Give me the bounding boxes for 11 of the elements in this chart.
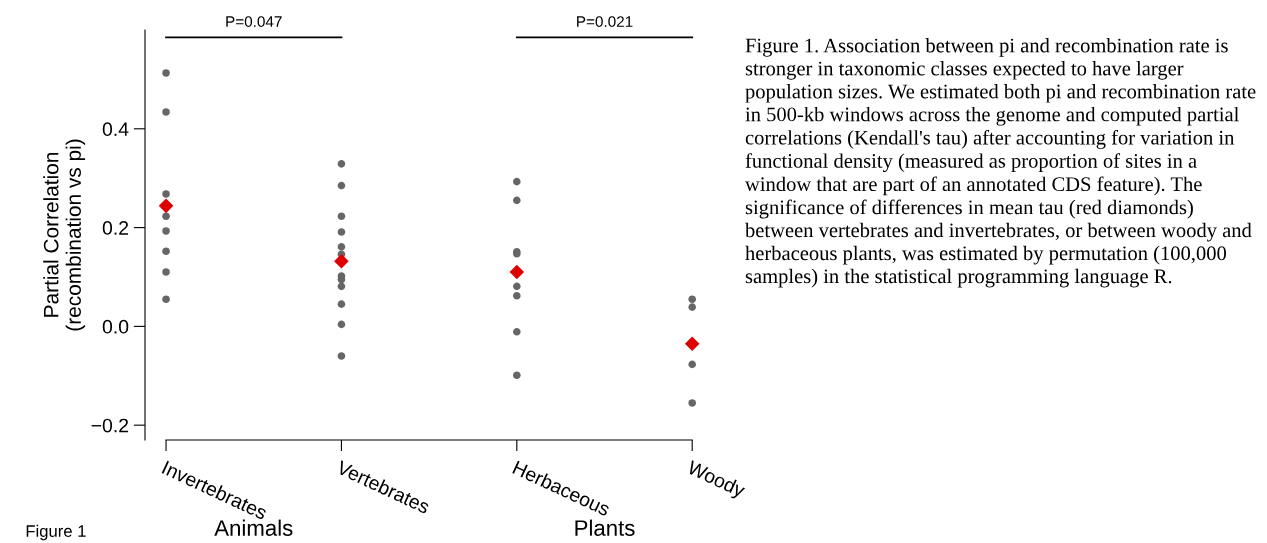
text: Plants [575, 519, 635, 536]
y-axis-title: Partial Correlation (recombination vs pi) [43, 139, 86, 331]
y-tick-label: 0.2 [102, 221, 129, 235]
caption: Figure 1 [26, 524, 86, 541]
text: Figure 1. Association between pi and recombination rate is stronger in taxonomic classes expected to have larger population sizes. We estimated both pi and recombination rate in 500-kb windows across the genome and computed partial correlations (Kendall's tau) after accounting for variation in functional density (measured as proportion of sites in a window that are part of an annotated CDS feature). The significance of differences in mean tau (red diamonds) between vertebrates and invertebrates, or between woody and herbaceous plants, was estimated by permutation (100,000 samples) in the statistical programming language R. [745, 38, 1256, 288]
y-tick-label: −0.2 [91, 418, 129, 433]
y-tick-label: 0.0 [102, 319, 129, 334]
text: Animals [214, 519, 293, 536]
text: P=0.021 [577, 16, 633, 27]
y-tick-label: 0.4 [102, 122, 129, 137]
text: P=0.047 [226, 16, 282, 27]
